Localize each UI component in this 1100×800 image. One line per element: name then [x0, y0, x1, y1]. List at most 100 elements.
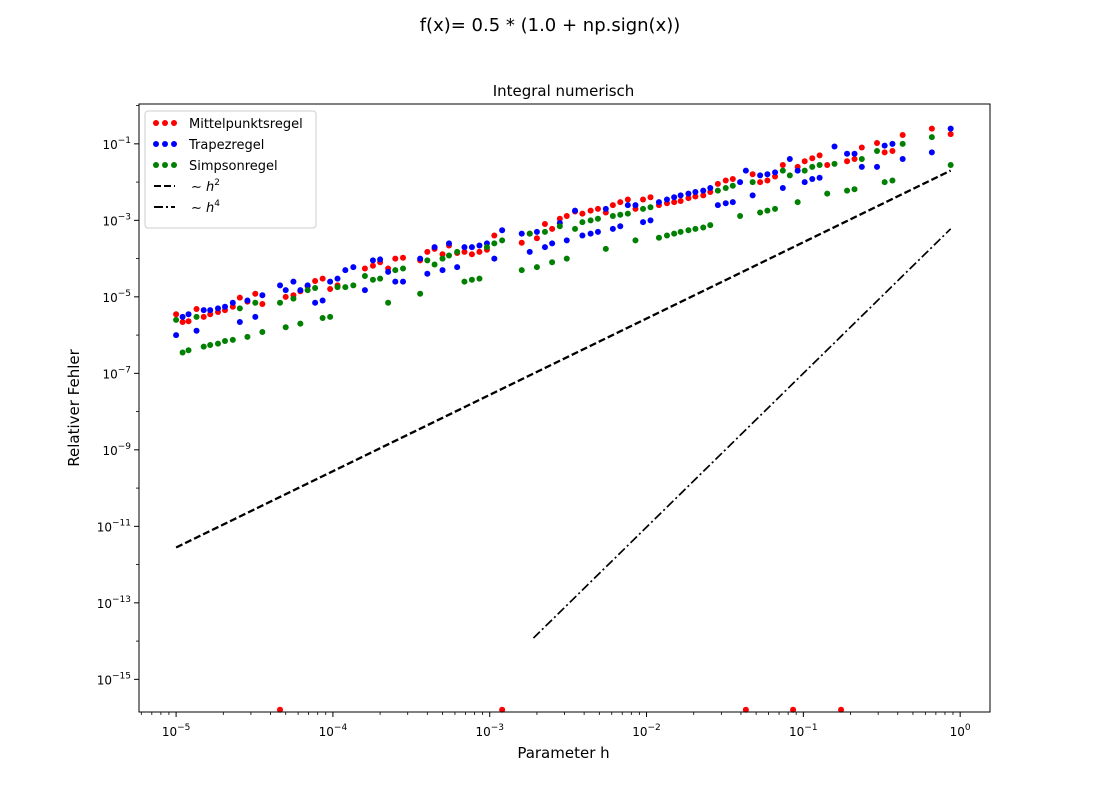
data-point: [722, 177, 729, 184]
data-point: [749, 171, 756, 178]
data-point: [221, 303, 228, 310]
data-point: [327, 278, 334, 285]
y-tick-label: 10−1: [102, 136, 131, 152]
data-point: [617, 223, 624, 230]
data-point: [928, 125, 935, 132]
data-point: [685, 195, 692, 202]
data-point: [809, 176, 816, 183]
data-point: [764, 177, 771, 184]
y-axis: 10−15 10−13 10−11 10−9 10−7 10−5 10−3 10−1: [97, 105, 139, 687]
data-point: [334, 275, 341, 282]
x-tick-label: 10−4: [319, 723, 348, 739]
data-point: [179, 313, 186, 320]
data-point: [671, 194, 678, 201]
data-point: [334, 284, 341, 291]
data-point: [327, 313, 334, 320]
data-point: [624, 196, 631, 203]
data-point: [392, 255, 399, 262]
reference-line: [532, 228, 952, 639]
data-point: [342, 267, 349, 274]
data-point: [663, 232, 670, 239]
data-point: [483, 244, 490, 251]
data-point: [858, 163, 865, 170]
data-point: [361, 265, 368, 272]
data-point: [572, 225, 579, 232]
data-point: [899, 140, 906, 147]
data-point: [790, 706, 797, 713]
data-point: [229, 336, 236, 343]
data-point: [889, 140, 896, 147]
data-point: [446, 252, 453, 259]
data-point: [282, 293, 289, 300]
data-point: [722, 200, 729, 207]
data-point: [928, 149, 935, 156]
data-point: [647, 204, 654, 211]
data-point: [385, 299, 392, 306]
data-point: [685, 227, 692, 234]
data-point: [794, 167, 801, 174]
data-point: [874, 140, 881, 147]
data-point: [692, 193, 699, 200]
data-point: [563, 237, 570, 244]
data-point: [541, 221, 548, 228]
data-point: [518, 239, 525, 246]
data-point: [533, 235, 540, 242]
data-point: [207, 311, 214, 318]
data-point: [844, 158, 851, 165]
data-point: [277, 706, 284, 713]
data-point: [491, 232, 498, 239]
data-point: [173, 311, 180, 318]
data-point: [491, 240, 498, 247]
legend-marker: [153, 120, 159, 126]
data-point: [671, 230, 678, 237]
data-point: [290, 295, 297, 302]
data-point: [786, 172, 793, 179]
data-point: [431, 261, 438, 268]
data-point: [707, 185, 714, 192]
data-point: [858, 144, 865, 151]
data-point: [476, 248, 483, 255]
legend-entry-label: Mittelpunktsregel: [189, 117, 303, 132]
legend-marker: [153, 141, 159, 147]
data-point: [439, 255, 446, 262]
data-point: [729, 199, 736, 206]
data-point: [461, 248, 468, 255]
data-point: [179, 349, 186, 356]
data-point: [297, 287, 304, 294]
data-point: [461, 244, 468, 251]
data-point: [193, 306, 200, 313]
data-point: [647, 194, 654, 201]
data-point: [729, 182, 736, 189]
legend-marker: [171, 141, 177, 147]
data-point: [655, 199, 662, 206]
data-point: [556, 223, 563, 230]
legend-marker: [162, 120, 168, 126]
data-point: [707, 222, 714, 229]
data-point: [809, 163, 816, 170]
data-point: [319, 275, 326, 282]
data-point: [947, 125, 954, 132]
reference-line: [175, 169, 952, 549]
data-point: [889, 177, 896, 184]
data-point: [632, 237, 639, 244]
data-point: [714, 187, 721, 194]
data-point: [499, 227, 506, 234]
data-point: [244, 297, 251, 304]
data-point: [609, 225, 616, 232]
data-point: [541, 228, 548, 235]
data-point: [319, 314, 326, 321]
data-point: [319, 297, 326, 304]
data-point: [417, 290, 424, 297]
data-point: [851, 150, 858, 157]
data-point: [801, 167, 808, 174]
data-point: [677, 192, 684, 199]
data-point: [737, 212, 744, 219]
x-tick-label: 10−5: [162, 723, 191, 739]
data-point: [851, 156, 858, 163]
data-point: [881, 149, 888, 156]
data-point: [236, 318, 243, 325]
data-point: [764, 207, 771, 214]
data-point: [824, 190, 831, 197]
legend-marker: [171, 120, 177, 126]
